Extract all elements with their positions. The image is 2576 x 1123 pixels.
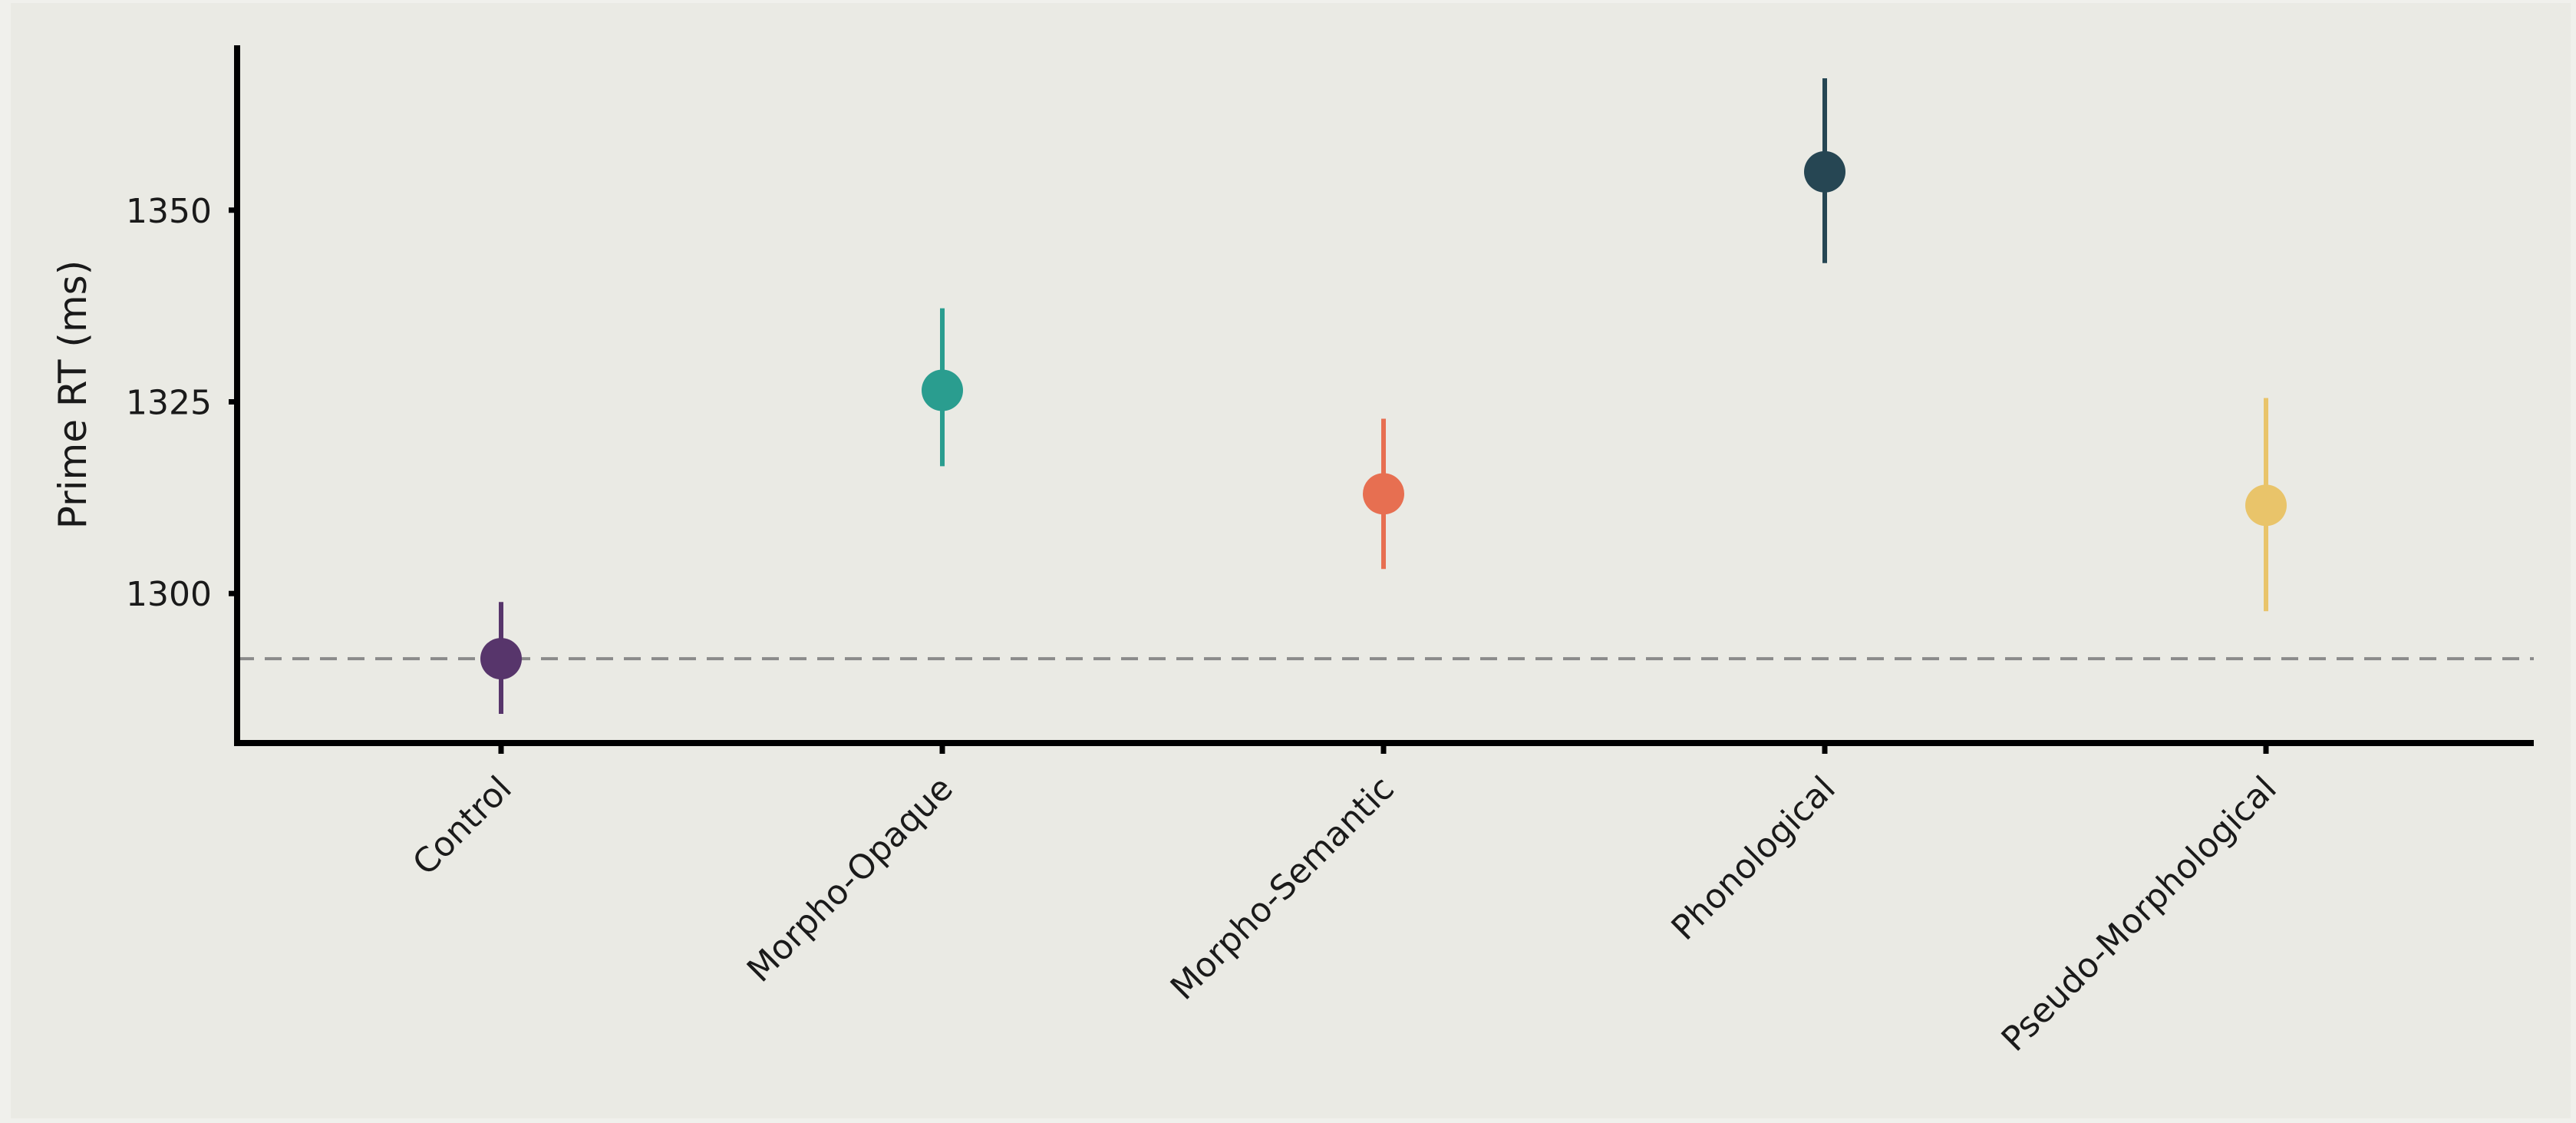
x-tick-label: Morpho-Opaque (740, 769, 961, 990)
y-ticks-layer: 1300 1325 1350 (126, 192, 240, 614)
chart-frame (11, 3, 2571, 1118)
y-axis-title: Prime RT (ms) (51, 260, 95, 529)
marks-layer (480, 78, 2287, 715)
mean-point (1804, 150, 1845, 193)
x-tick-label: Phonological (1664, 769, 1843, 948)
x-tick-label: Pseudo-Morphological (1994, 769, 2284, 1059)
axes-layer: Prime RT (ms) (51, 45, 2534, 746)
mean-point (922, 369, 963, 411)
mean-point (2245, 484, 2287, 527)
y-tick-label: 1350 (126, 192, 212, 231)
mean-point (1363, 473, 1404, 515)
y-tick-label: 1325 (126, 383, 212, 422)
x-tick-label: Control (405, 769, 519, 884)
y-tick-label: 1300 (126, 575, 212, 614)
x-tick-label: Morpho-Semantic (1163, 769, 1402, 1008)
mean-point (480, 638, 522, 680)
x-ticks-layer: Control Morpho-Opaque Morpho-Semantic Phono… (405, 740, 2284, 1059)
